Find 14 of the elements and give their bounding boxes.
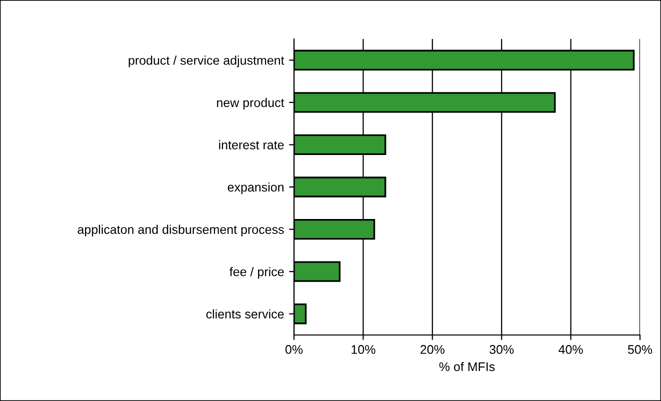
- y-tick-label: clients service: [206, 309, 284, 319]
- y-tick-label: expansion: [228, 182, 284, 194]
- x-tick-label: 20%: [420, 345, 444, 354]
- x-tick-label: 10%: [352, 345, 376, 354]
- x-tick-label: 50%: [628, 345, 652, 354]
- x-axis-title: % of MFIs: [439, 362, 495, 372]
- y-tick-label: product / service adjustment: [128, 56, 284, 68]
- x-tick-label: 30%: [490, 345, 514, 354]
- y-tick-label: new product: [217, 98, 284, 110]
- y-tick-label: interest rate: [219, 140, 284, 150]
- x-tick-label: 40%: [558, 345, 583, 354]
- y-tick-label: applicaton and disbursement process: [78, 224, 284, 236]
- x-tick-label: 0%: [285, 345, 303, 354]
- y-tick-label: fee / price: [230, 267, 284, 279]
